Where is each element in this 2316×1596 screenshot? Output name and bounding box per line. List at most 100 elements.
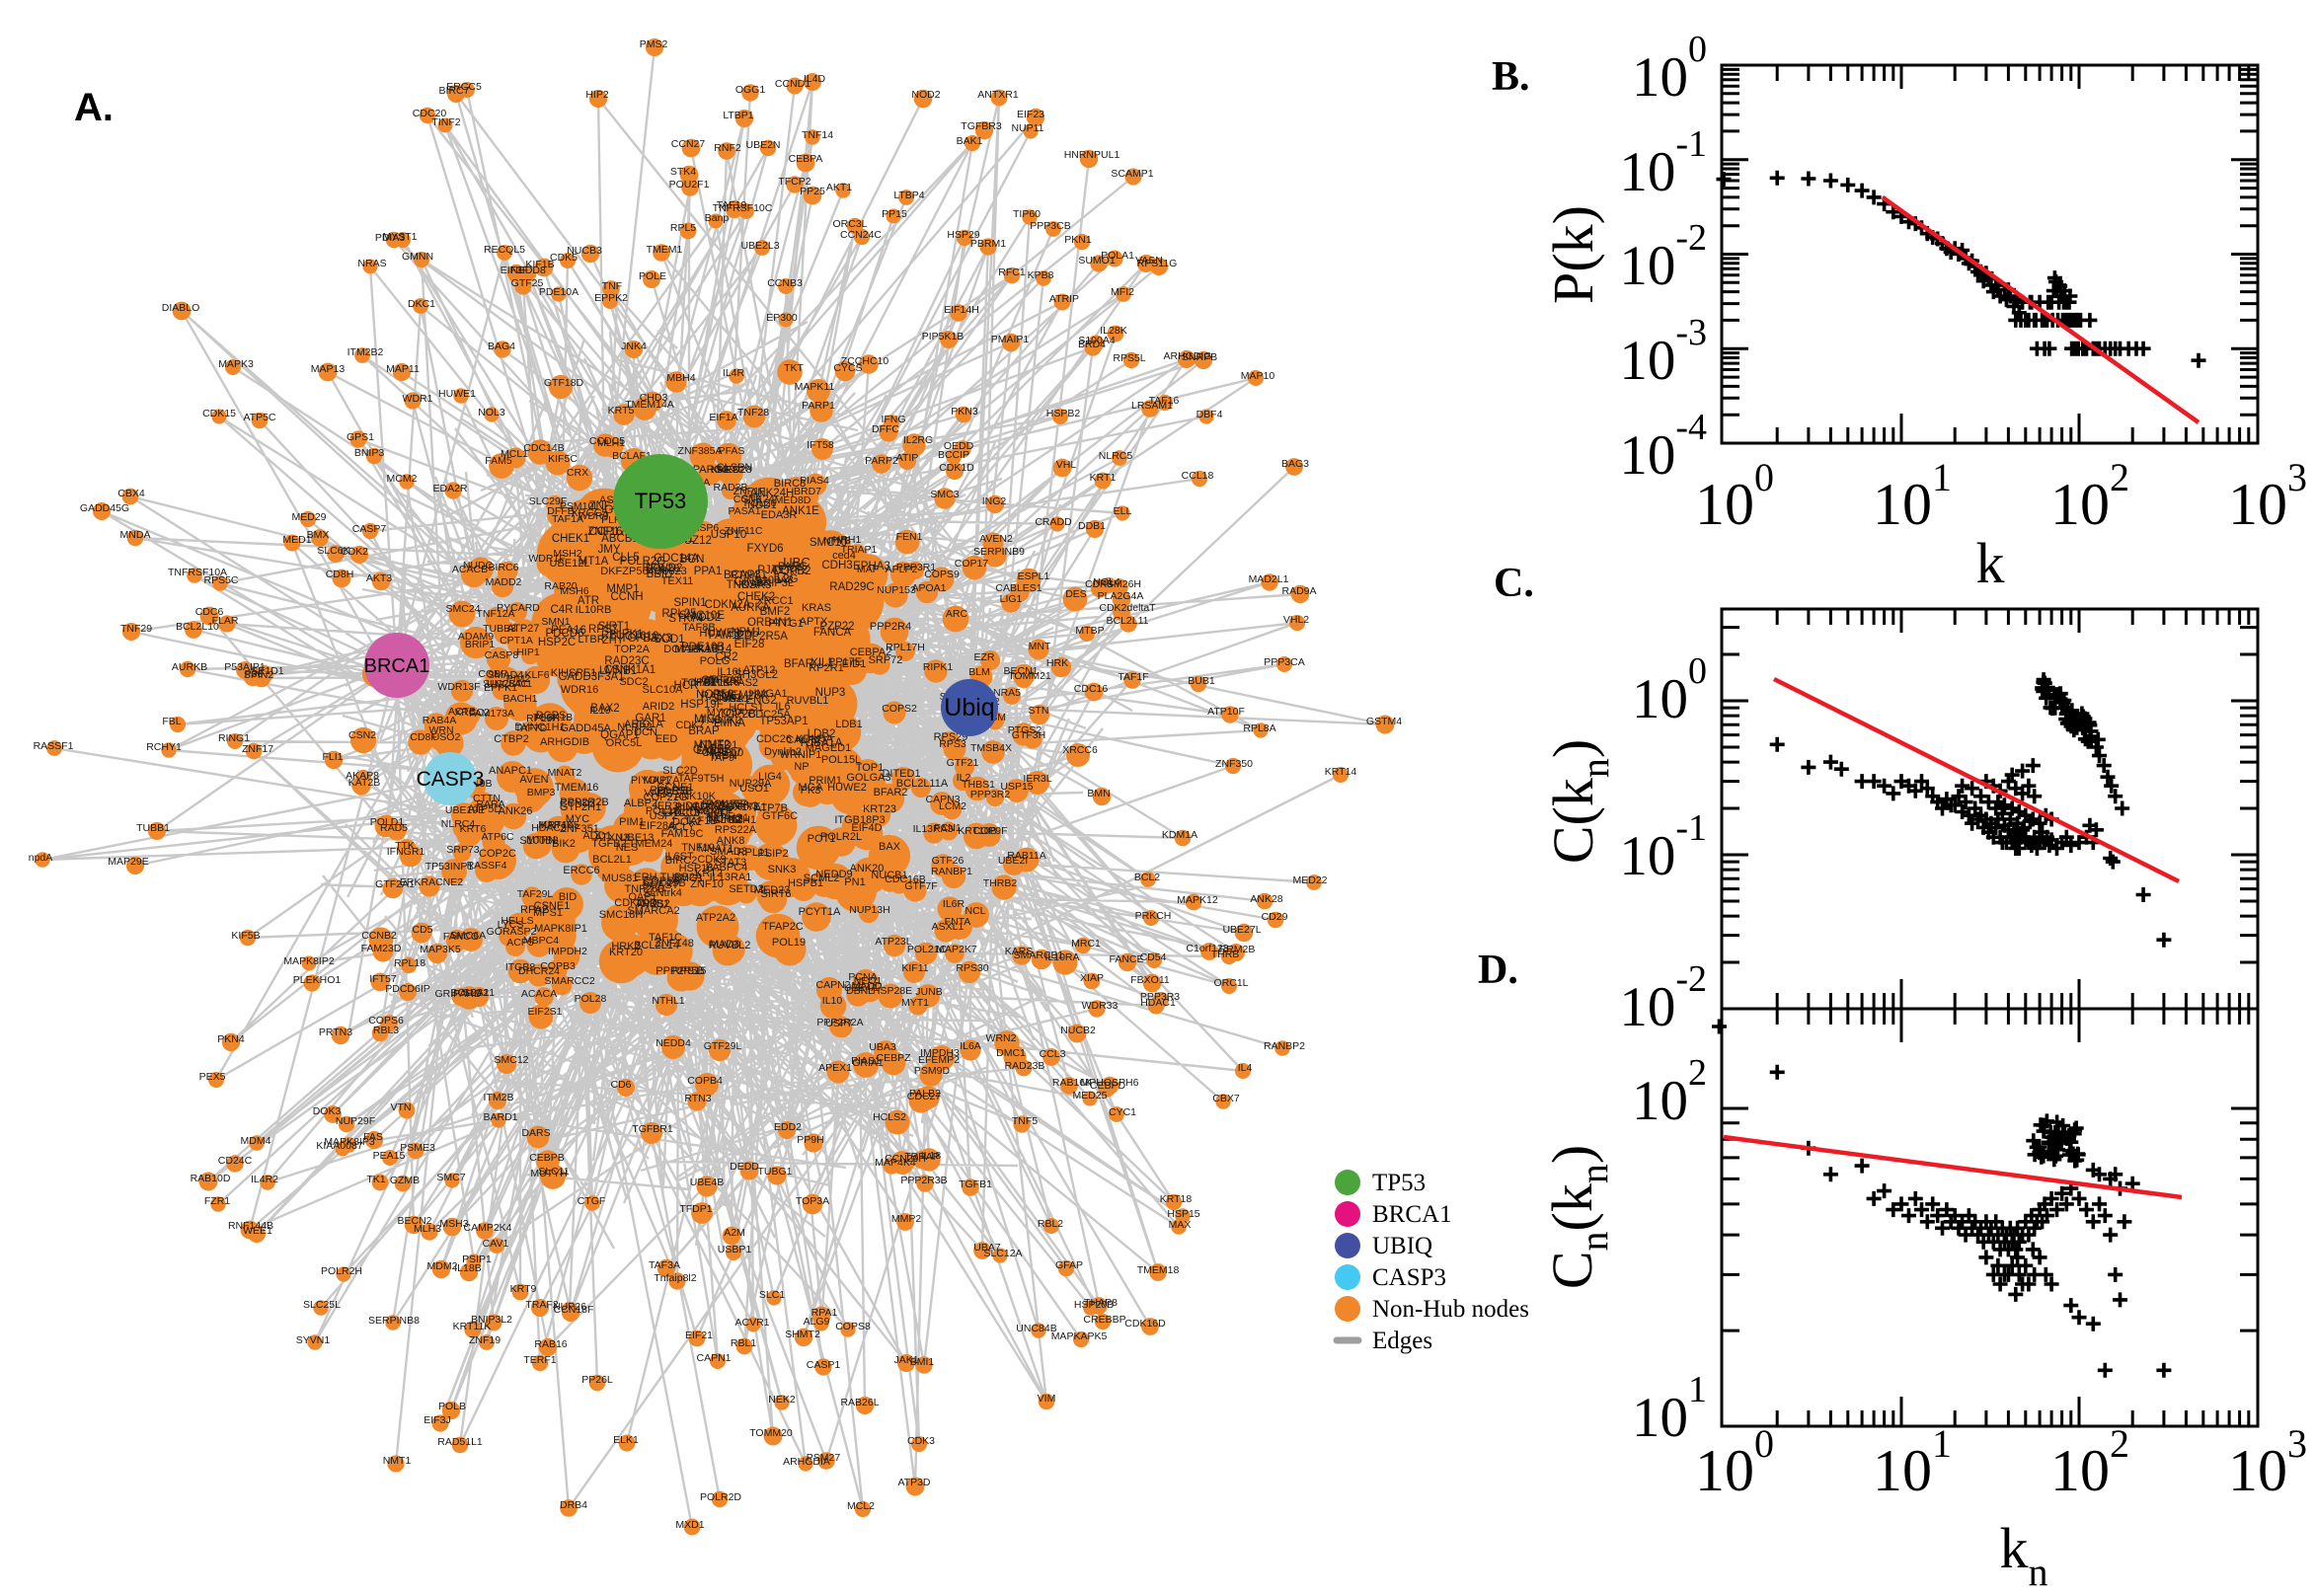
svg-text:CEBPZ: CEBPZ xyxy=(876,1052,911,1064)
svg-text:OEDD: OEDD xyxy=(944,440,974,452)
svg-text:HIP2: HIP2 xyxy=(585,89,609,101)
svg-text:Edges: Edges xyxy=(1372,1328,1432,1354)
svg-text:KRAS: KRAS xyxy=(802,602,831,614)
svg-text:POL19: POL19 xyxy=(772,937,806,949)
svg-text:WDR16: WDR16 xyxy=(561,684,599,696)
svg-text:CTGF: CTGF xyxy=(578,1195,606,1207)
svg-text:MED28: MED28 xyxy=(717,464,751,476)
svg-text:TGFB2: TGFB2 xyxy=(591,838,626,850)
svg-text:RFC1: RFC1 xyxy=(998,266,1026,278)
svg-text:ING2: ING2 xyxy=(982,495,1007,507)
svg-text:HUWE1: HUWE1 xyxy=(438,388,476,400)
svg-text:GZMB: GZMB xyxy=(390,1175,420,1186)
svg-text:SCAMP1: SCAMP1 xyxy=(1111,168,1153,180)
svg-text:RTN4: RTN4 xyxy=(731,570,759,581)
svg-text:SMC24: SMC24 xyxy=(445,603,480,615)
svg-text:TAF29L: TAF29L xyxy=(517,888,554,900)
svg-text:HIP1: HIP1 xyxy=(516,646,540,658)
svg-text:ATRIP: ATRIP xyxy=(1049,293,1079,305)
svg-text:CHEK1: CHEK1 xyxy=(552,533,589,545)
svg-text:VTN: VTN xyxy=(391,1102,412,1113)
svg-text:RCHY1: RCHY1 xyxy=(146,741,182,753)
svg-text:SRP73: SRP73 xyxy=(446,844,479,856)
svg-text:FBXO11: FBXO11 xyxy=(1130,974,1170,986)
svg-text:UBE19E: UBE19E xyxy=(445,804,485,816)
svg-text:COPS2: COPS2 xyxy=(882,703,917,715)
svg-text:ATIP: ATIP xyxy=(896,452,919,464)
svg-text:PPP3CB: PPP3CB xyxy=(1030,220,1070,232)
svg-text:TERF2: TERF2 xyxy=(772,565,808,576)
svg-text:TFDP1: TFDP1 xyxy=(679,1203,712,1215)
svg-text:C4R: C4R xyxy=(550,604,573,616)
svg-text:PPP3CA: PPP3CA xyxy=(1264,656,1304,668)
svg-text:CAPN1: CAPN1 xyxy=(696,1352,731,1364)
svg-text:FXYD6: FXYD6 xyxy=(746,543,783,555)
svg-text:PLA2G4A: PLA2G4A xyxy=(1098,590,1144,602)
svg-text:CDC27: CDC27 xyxy=(907,1091,942,1102)
svg-text:BFAR2: BFAR2 xyxy=(874,787,908,798)
svg-text:APOA1: APOA1 xyxy=(911,582,946,594)
svg-text:BAG3: BAG3 xyxy=(1281,458,1309,470)
svg-text:ELL: ELL xyxy=(1114,505,1132,517)
svg-text:NLRC5: NLRC5 xyxy=(1099,450,1133,462)
svg-text:WDR13F: WDR13F xyxy=(437,681,480,693)
svg-text:SYVN1: SYVN1 xyxy=(296,1334,331,1346)
svg-text:IL6: IL6 xyxy=(775,701,790,713)
svg-text:PSIP2: PSIP2 xyxy=(757,848,788,860)
svg-text:EED: EED xyxy=(656,733,678,745)
svg-text:npdA: npdA xyxy=(29,852,53,864)
svg-text:ATP10F: ATP10F xyxy=(1207,706,1245,718)
svg-text:MBPC4: MBPC4 xyxy=(523,935,559,947)
svg-text:CCN27: CCN27 xyxy=(671,138,706,150)
svg-text:BMI1: BMI1 xyxy=(910,1356,935,1368)
svg-text:KRT9: KRT9 xyxy=(510,1283,537,1295)
svg-text:POLR2H: POLR2H xyxy=(321,1265,362,1277)
svg-text:CCNH: CCNH xyxy=(610,591,643,603)
svg-text:MAP4K4: MAP4K4 xyxy=(875,1157,916,1169)
svg-text:ARID2: ARID2 xyxy=(643,701,674,713)
svg-text:RBL2: RBL2 xyxy=(1038,1218,1063,1230)
svg-text:NLRP2: NLRP2 xyxy=(617,722,652,733)
svg-text:EIF2S1: EIF2S1 xyxy=(527,1006,562,1018)
svg-text:GTF3H: GTF3H xyxy=(1012,729,1045,741)
svg-text:LIG1: LIG1 xyxy=(1000,593,1023,605)
svg-text:RAB16: RAB16 xyxy=(534,1338,567,1350)
svg-text:Ubiq: Ubiq xyxy=(944,694,994,722)
svg-text:TNF: TNF xyxy=(602,280,622,292)
svg-text:NTHL1: NTHL1 xyxy=(652,995,684,1007)
svg-text:UBE2N: UBE2N xyxy=(745,139,780,151)
svg-text:RPL18: RPL18 xyxy=(394,957,425,969)
svg-text:ATP6C: ATP6C xyxy=(481,831,513,843)
svg-text:B.: B. xyxy=(1492,54,1530,100)
svg-text:KIF11: KIF11 xyxy=(901,962,928,974)
svg-text:KRT14: KRT14 xyxy=(1325,766,1357,778)
svg-text:TAF1C: TAF1C xyxy=(649,932,682,944)
svg-text:MYC: MYC xyxy=(566,813,590,825)
svg-text:NMT2: NMT2 xyxy=(699,739,730,751)
svg-text:ZCCHC10: ZCCHC10 xyxy=(841,355,889,367)
svg-text:JMY: JMY xyxy=(598,544,621,556)
svg-text:CD5: CD5 xyxy=(412,924,432,936)
svg-text:ZNF19: ZNF19 xyxy=(469,1334,501,1346)
svg-text:GTF18D: GTF18D xyxy=(544,377,584,389)
svg-text:RPL8A: RPL8A xyxy=(1243,722,1275,734)
svg-text:BRCA1: BRCA1 xyxy=(364,655,430,677)
svg-text:BIRC7: BIRC7 xyxy=(439,85,470,97)
svg-text:PMAIP1: PMAIP1 xyxy=(991,334,1030,345)
svg-text:XRCC1: XRCC1 xyxy=(756,595,793,607)
svg-text:ARC: ARC xyxy=(946,608,968,620)
svg-text:MAP3K5: MAP3K5 xyxy=(420,944,461,955)
svg-text:HDAC1: HDAC1 xyxy=(1140,997,1176,1009)
svg-text:FNTA: FNTA xyxy=(945,916,971,928)
svg-text:COPS8: COPS8 xyxy=(835,1321,871,1332)
svg-text:BCL2: BCL2 xyxy=(1134,872,1160,883)
svg-text:MED1: MED1 xyxy=(282,534,311,546)
svg-text:THRB2: THRB2 xyxy=(983,877,1018,889)
svg-text:IL6R: IL6R xyxy=(943,898,965,910)
svg-text:ITM2B2: ITM2B2 xyxy=(347,346,384,358)
svg-text:IFNGR1: IFNGR1 xyxy=(387,846,425,858)
svg-text:XRCC6: XRCC6 xyxy=(1062,744,1098,756)
svg-text:FBL: FBL xyxy=(162,716,181,727)
svg-text:MRC1: MRC1 xyxy=(1071,938,1101,950)
svg-text:DITED1: DITED1 xyxy=(882,768,920,780)
